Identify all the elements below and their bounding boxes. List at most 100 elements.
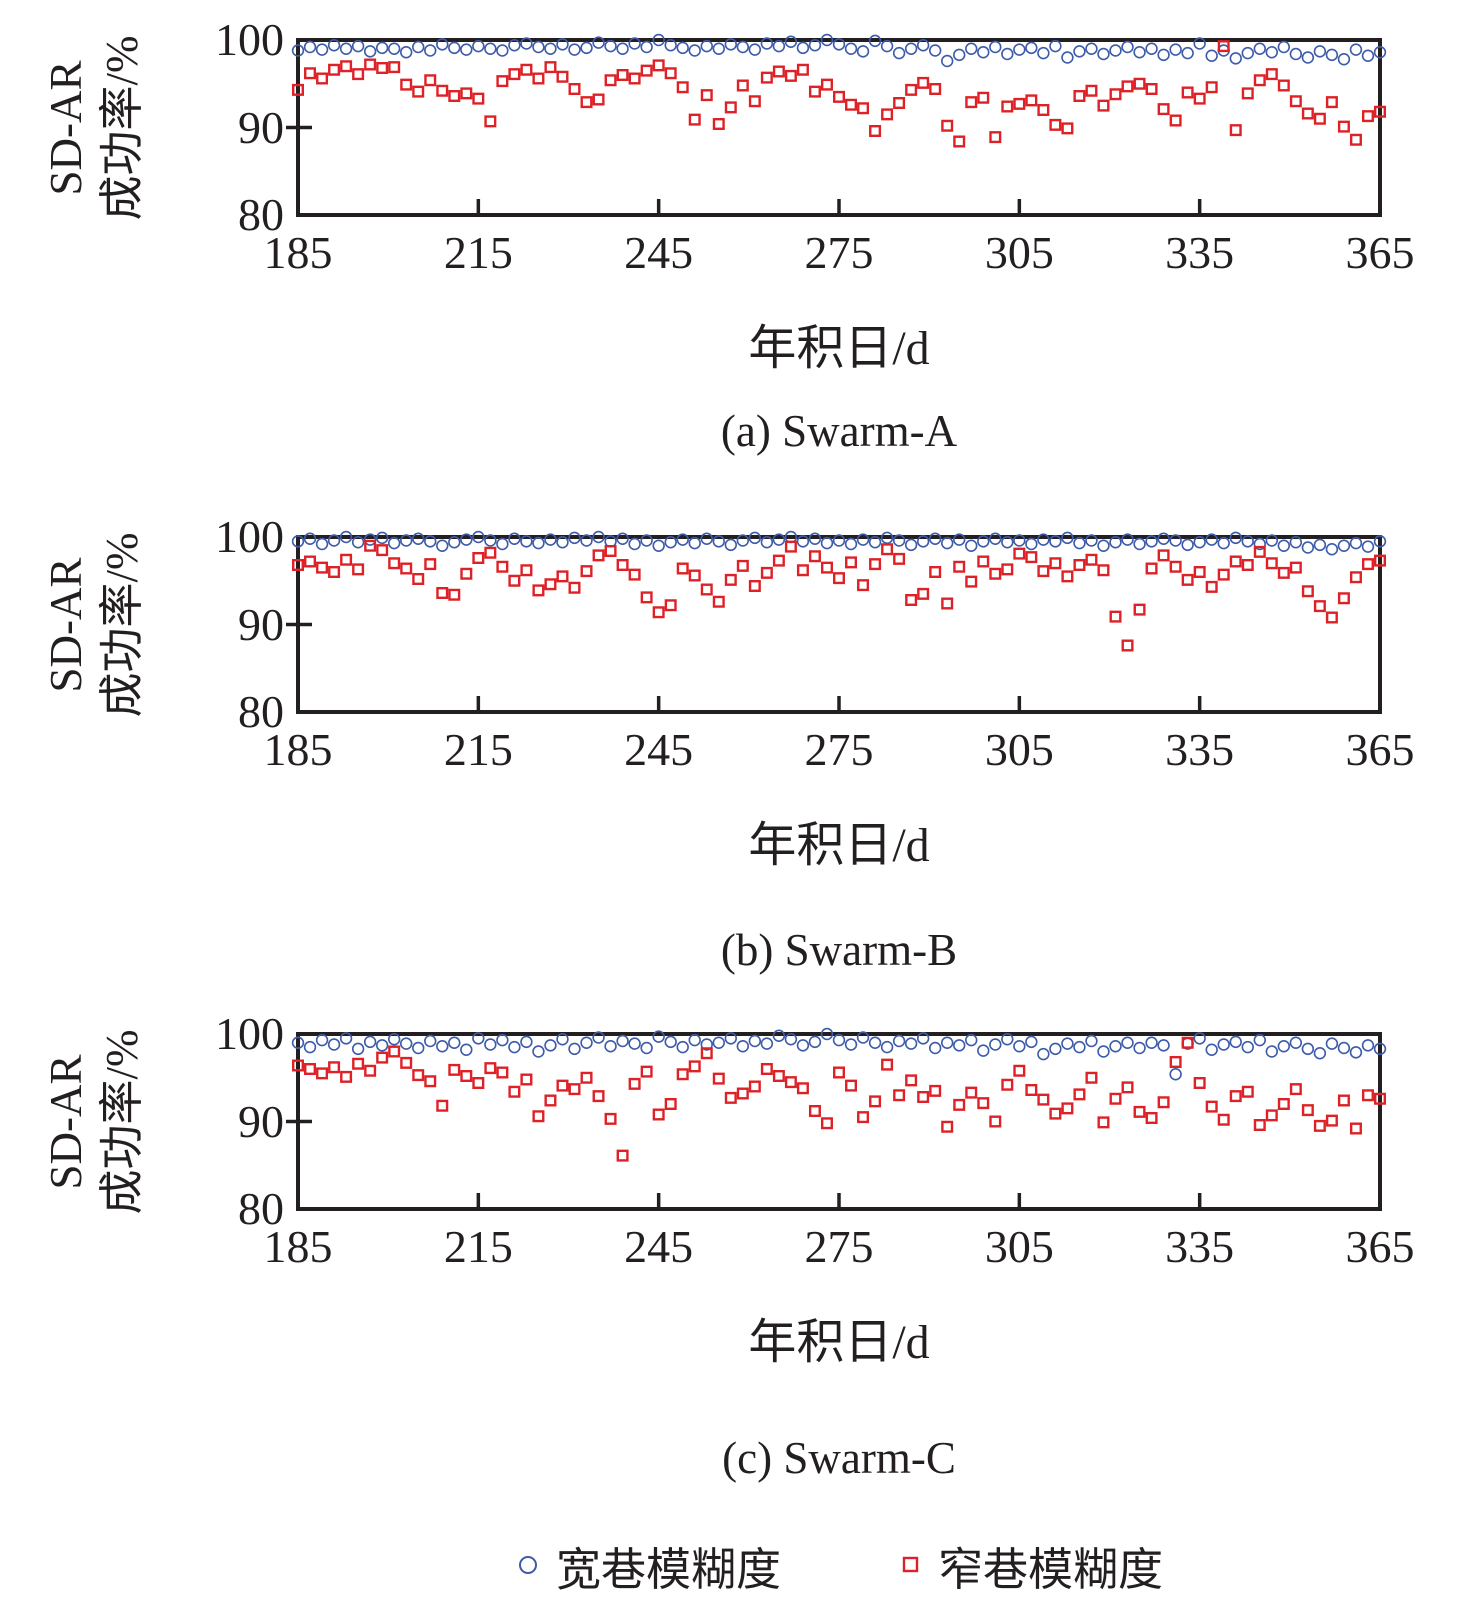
data-point-wide-lane xyxy=(412,532,425,545)
panel-swarm-b: SD-AR 成功率/% 100 90 80 185 215 245 275 305 335 36… xyxy=(0,497,1476,994)
data-point-wide-lane xyxy=(1205,49,1218,62)
data-point-wide-lane xyxy=(904,42,918,55)
data-point-wide-lane xyxy=(1301,541,1315,554)
data-point-wide-lane xyxy=(363,45,377,58)
data-point-narrow-lane xyxy=(592,1090,605,1103)
data-point-narrow-lane xyxy=(1289,95,1302,108)
data-point-narrow-lane xyxy=(580,96,593,109)
data-point-wide-lane xyxy=(664,536,677,549)
data-point-wide-lane xyxy=(556,38,569,51)
data-point-narrow-lane xyxy=(340,1070,353,1083)
data-point-wide-lane xyxy=(989,40,1002,54)
data-point-narrow-lane xyxy=(808,550,821,563)
data-point-narrow-lane xyxy=(1277,1097,1290,1110)
data-point-wide-lane xyxy=(868,536,882,549)
data-point-narrow-lane xyxy=(1025,551,1038,564)
data-point-narrow-lane xyxy=(1157,549,1170,562)
data-point-narrow-lane xyxy=(436,1099,449,1112)
data-point-narrow-lane xyxy=(388,557,401,570)
y-tick-label: 80 xyxy=(238,1183,284,1234)
data-point-narrow-lane xyxy=(1313,112,1326,125)
data-point-narrow-lane xyxy=(400,1056,413,1069)
data-point-wide-lane xyxy=(1145,42,1158,55)
data-point-wide-lane xyxy=(1373,1042,1387,1056)
data-point-wide-lane xyxy=(460,533,473,546)
data-point-narrow-lane xyxy=(772,1070,785,1083)
data-point-narrow-lane xyxy=(376,62,389,75)
data-point-narrow-lane xyxy=(893,97,906,110)
data-point-wide-lane xyxy=(436,539,449,552)
data-point-narrow-lane xyxy=(977,91,990,104)
data-point-narrow-lane xyxy=(1217,568,1230,581)
data-point-wide-lane xyxy=(1265,46,1278,59)
x-tick-label: 275 xyxy=(804,1221,874,1272)
data-point-narrow-lane xyxy=(1181,86,1194,99)
data-point-wide-lane xyxy=(1001,1033,1014,1046)
data-point-wide-lane xyxy=(772,1029,786,1042)
data-point-narrow-lane xyxy=(1013,547,1026,560)
data-point-wide-lane xyxy=(820,33,834,47)
data-point-narrow-lane xyxy=(1289,561,1302,574)
x-tick-label: 245 xyxy=(624,227,694,278)
data-point-narrow-lane xyxy=(568,1083,581,1096)
data-point-narrow-lane xyxy=(1025,1084,1038,1097)
data-point-wide-lane xyxy=(484,534,497,547)
data-point-wide-lane xyxy=(1049,1042,1062,1056)
data-point-wide-lane xyxy=(1205,1043,1218,1056)
data-point-wide-lane xyxy=(916,535,930,548)
data-point-wide-lane xyxy=(712,535,725,548)
data-point-wide-lane xyxy=(928,1041,942,1055)
data-point-narrow-lane xyxy=(1061,1102,1074,1115)
data-point-narrow-lane xyxy=(568,83,581,96)
y-axis-title-line1: SD-AR xyxy=(41,1054,92,1190)
data-point-wide-lane xyxy=(580,1036,593,1049)
data-point-narrow-lane xyxy=(448,1063,461,1076)
data-point-wide-lane xyxy=(724,1032,737,1045)
data-point-wide-lane xyxy=(556,1033,569,1046)
data-point-narrow-lane xyxy=(784,540,797,553)
data-point-narrow-lane xyxy=(340,553,353,566)
data-point-narrow-lane xyxy=(989,567,1002,580)
data-point-narrow-lane xyxy=(664,67,677,80)
data-point-narrow-lane xyxy=(580,565,593,578)
data-point-wide-lane xyxy=(1349,536,1363,550)
legend: 宽巷模糊度 窄巷模糊度 xyxy=(298,1534,1380,1596)
data-point-wide-lane xyxy=(748,531,762,545)
data-point-narrow-lane xyxy=(989,1115,1002,1128)
data-point-wide-lane xyxy=(1241,46,1254,60)
data-point-wide-lane xyxy=(953,48,966,62)
data-point-narrow-lane xyxy=(1205,81,1218,94)
data-point-wide-lane xyxy=(375,1039,389,1052)
data-point-wide-lane xyxy=(604,1040,617,1053)
data-point-narrow-lane xyxy=(688,113,701,126)
data-point-narrow-lane xyxy=(412,573,425,586)
data-point-narrow-lane xyxy=(760,566,773,579)
x-tick-label: 365 xyxy=(1345,227,1415,278)
data-point-wide-lane xyxy=(1253,42,1266,55)
data-point-wide-lane xyxy=(676,1040,689,1054)
data-point-wide-lane xyxy=(1085,42,1098,55)
data-point-narrow-lane xyxy=(1097,564,1110,577)
data-point-wide-lane xyxy=(664,1035,677,1049)
data-point-wide-lane xyxy=(760,536,774,549)
data-point-wide-lane xyxy=(868,34,882,48)
data-point-narrow-lane xyxy=(1325,96,1338,109)
data-point-narrow-lane xyxy=(1109,1092,1122,1105)
data-point-narrow-lane xyxy=(328,63,341,76)
data-point-narrow-lane xyxy=(1337,120,1350,133)
data-point-wide-lane xyxy=(580,41,593,55)
data-point-wide-lane xyxy=(940,536,954,550)
data-point-narrow-lane xyxy=(1229,555,1242,568)
x-tick-label: 335 xyxy=(1165,227,1235,278)
data-point-wide-lane xyxy=(1121,533,1134,546)
data-point-wide-lane xyxy=(977,535,990,548)
data-point-narrow-lane xyxy=(796,1082,809,1095)
data-point-narrow-lane xyxy=(436,587,449,600)
x-tick-label: 185 xyxy=(263,227,333,278)
data-point-narrow-lane xyxy=(1337,1094,1350,1107)
data-point-narrow-lane xyxy=(1313,600,1326,613)
data-point-wide-lane xyxy=(1277,539,1291,552)
data-point-narrow-lane xyxy=(532,72,545,85)
data-point-narrow-lane xyxy=(376,1051,389,1064)
data-point-wide-lane xyxy=(424,535,437,548)
